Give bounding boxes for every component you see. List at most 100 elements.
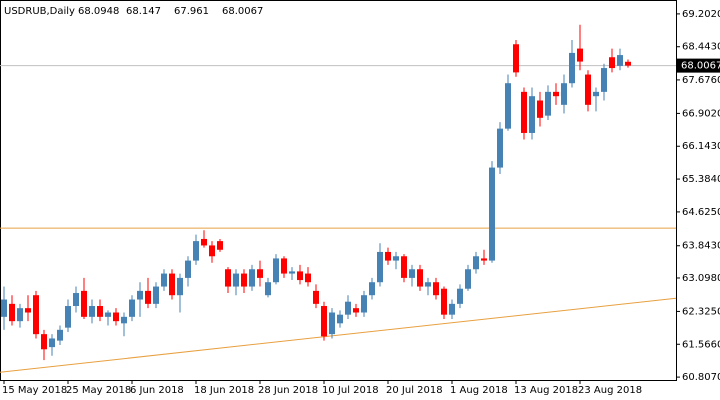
candle-body: [25, 308, 31, 313]
candle-body: [473, 256, 479, 270]
candle-body: [273, 258, 279, 283]
candle-body: [41, 334, 47, 350]
x-tick-label: 28 Jun 2018: [258, 385, 318, 396]
candle-body: [193, 241, 199, 261]
candle-body: [9, 303, 15, 322]
chart-title: USDRUB,Daily: [4, 6, 75, 17]
y-tick-label: 69.2020: [682, 9, 720, 20]
candle-body: [529, 96, 535, 133]
candle-body: [161, 273, 167, 287]
header-open: 68.0948: [78, 6, 119, 17]
plot-frame: [0, 0, 677, 381]
candle-body: [521, 91, 527, 133]
candle-body: [177, 277, 183, 296]
candle-body: [225, 269, 231, 287]
candle-body: [617, 55, 623, 66]
header-high: 68.147: [126, 6, 161, 17]
candle-body: [569, 52, 575, 84]
candle-body: [17, 308, 23, 322]
candle-body: [441, 288, 447, 315]
y-tick-label: 66.9020: [682, 108, 720, 119]
candle-body: [577, 48, 583, 62]
candle-body: [609, 57, 615, 69]
candle-body: [433, 282, 439, 296]
candle-body: [313, 290, 319, 304]
candle-body: [393, 256, 399, 261]
price-label-box: [677, 58, 720, 73]
candle-body: [249, 269, 255, 287]
candle-body: [121, 316, 127, 324]
y-tick-label: 63.8430: [682, 241, 720, 252]
y-tick-label: 66.1430: [682, 141, 720, 152]
candle-body: [241, 273, 247, 287]
candle-body: [217, 241, 223, 250]
candle-body: [593, 91, 599, 97]
candle-body: [337, 314, 343, 324]
candle-body: [185, 260, 191, 278]
candle-body: [73, 293, 79, 307]
candle-body: [329, 312, 335, 335]
candle-body: [153, 286, 159, 304]
x-tick-label: 20 Jul 2018: [386, 385, 443, 396]
candle-body: [513, 44, 519, 73]
x-tick-label: 18 Jun 2018: [194, 385, 254, 396]
candle-body: [1, 299, 7, 317]
candle-body: [321, 306, 327, 337]
x-tick-label: 13 Aug 2018: [514, 385, 578, 396]
candle-body: [409, 269, 415, 278]
candle-body: [129, 299, 135, 317]
x-tick-label: 15 May 2018: [2, 385, 67, 396]
candle-body: [265, 282, 271, 296]
candle-body: [97, 306, 103, 317]
candle-body: [257, 269, 263, 278]
y-tick-label: 61.5660: [682, 339, 720, 350]
candle-body: [137, 290, 143, 300]
x-tick-label: 6 Jun 2018: [130, 385, 184, 396]
candle-body: [353, 308, 359, 313]
candle-body: [561, 83, 567, 105]
candle-body: [57, 329, 63, 341]
candle-body: [289, 271, 295, 274]
candle-body: [361, 295, 367, 313]
candle-body: [537, 100, 543, 118]
y-tick-label: 60.8070: [682, 372, 720, 383]
candle-body: [601, 68, 607, 92]
candle-body: [345, 301, 351, 315]
candle-body: [113, 312, 119, 322]
candle-body: [49, 338, 55, 348]
candle-body: [377, 251, 383, 283]
candle-body: [457, 288, 463, 304]
y-tick-label: 67.6760: [682, 75, 720, 86]
candle-body: [625, 61, 631, 66]
x-tick-label: 10 Jul 2018: [322, 385, 379, 396]
candle-body: [305, 273, 311, 283]
candle-body: [33, 295, 39, 335]
header-close: 68.0067: [222, 6, 263, 17]
candle-body: [369, 282, 375, 296]
price-label: 68.0067: [681, 61, 720, 72]
candle-body: [65, 306, 71, 328]
candle-body: [497, 128, 503, 168]
trend-line: [0, 297, 677, 373]
candle-body: [481, 258, 487, 261]
candle-body: [417, 269, 423, 287]
y-tick-label: 63.0980: [682, 273, 720, 284]
candle-body: [465, 269, 471, 289]
candle-body: [449, 303, 455, 315]
x-tick-label: 25 May 2018: [66, 385, 131, 396]
y-tick-label: 65.3840: [682, 174, 720, 185]
candle-body: [425, 282, 431, 287]
y-tick-label: 62.3250: [682, 306, 720, 317]
candle-body: [145, 290, 151, 304]
candle-body: [385, 251, 391, 261]
y-tick-label: 68.4430: [682, 42, 720, 53]
candle-body: [81, 290, 87, 317]
candle-body: [105, 312, 111, 317]
x-tick-label: 23 Aug 2018: [578, 385, 642, 396]
header-low: 67.961: [174, 6, 209, 17]
candle-body: [489, 167, 495, 261]
x-tick-label: 1 Aug 2018: [450, 385, 508, 396]
candle-body: [401, 256, 407, 278]
